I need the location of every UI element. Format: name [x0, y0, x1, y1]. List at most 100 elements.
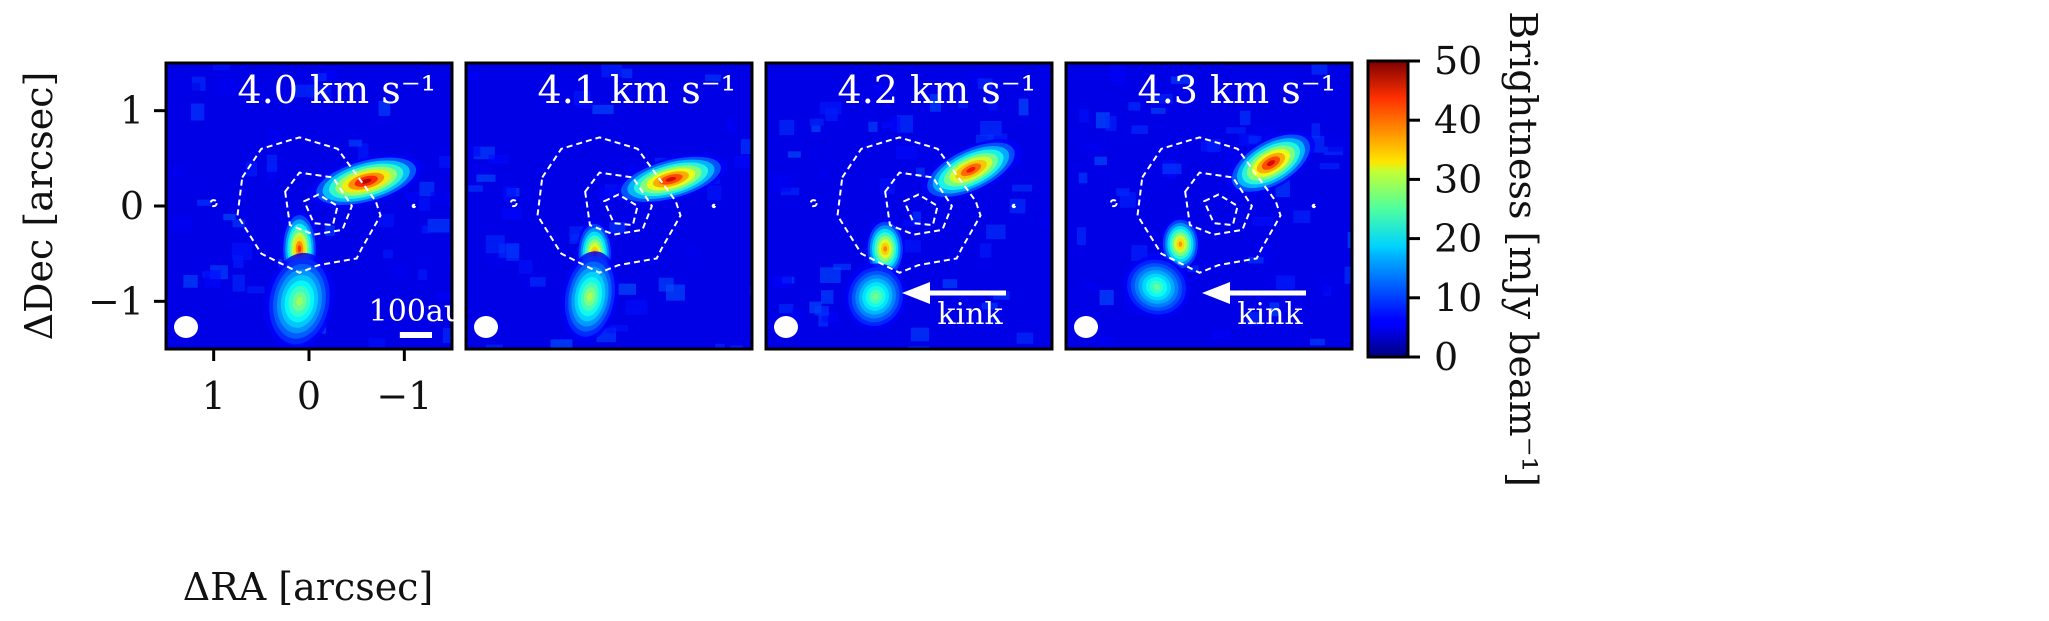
continuum-contours	[209, 136, 417, 274]
panel-title: 4.3 km s⁻¹	[1138, 68, 1336, 112]
noise-speckle	[1018, 98, 1029, 116]
noise-speckle	[247, 286, 265, 294]
noise-speckle	[1344, 266, 1352, 284]
noise-speckle	[993, 291, 1010, 300]
channel-panel: 4.0 km s⁻¹ 100au	[164, 61, 463, 351]
noise-speckle	[833, 263, 851, 271]
noise-speckle	[819, 267, 841, 283]
noise-speckle	[231, 300, 243, 307]
y-tick-label: −1	[88, 279, 144, 323]
noise-speckle	[740, 139, 752, 155]
noise-speckle	[391, 265, 404, 279]
noise-speckle	[1094, 156, 1107, 166]
panel-title: 4.1 km s⁻¹	[538, 68, 736, 112]
noise-speckle	[910, 327, 930, 342]
contour-middle	[1184, 171, 1254, 236]
noise-speckle	[468, 72, 480, 81]
noise-speckle	[189, 82, 201, 93]
noise-speckle	[811, 125, 821, 132]
noise-speckle	[1084, 282, 1102, 291]
noise-speckle	[378, 213, 394, 228]
noise-speckle	[658, 277, 674, 292]
noise-speckle	[705, 74, 721, 82]
noise-speckle	[814, 306, 829, 316]
noise-speckle	[653, 86, 663, 93]
noise-speckle	[929, 94, 941, 112]
contour-outer	[1136, 136, 1282, 274]
noise-speckle	[980, 120, 1002, 136]
noise-speckle	[521, 186, 534, 203]
noise-speckle	[498, 243, 520, 258]
noise-speckle	[868, 121, 878, 132]
noise-speckle	[605, 326, 616, 334]
noise-speckle	[430, 191, 451, 203]
contour-speck	[711, 203, 717, 209]
noise-speckle	[213, 63, 230, 71]
contour-inner	[902, 193, 939, 227]
x-tick-label: 0	[297, 374, 321, 418]
kink-label: kink	[937, 297, 1003, 332]
noise-speckle	[889, 116, 901, 132]
noise-speckle	[625, 299, 648, 315]
noise-speckle	[1211, 330, 1231, 340]
emission-blob	[1226, 130, 1315, 196]
noise-speckle	[715, 343, 725, 349]
contour-inner	[602, 193, 639, 227]
noise-speckle	[237, 177, 253, 188]
noise-speckle	[168, 165, 185, 178]
noise-speckle	[916, 147, 936, 164]
noise-speckle	[730, 345, 744, 349]
kink-arrow-head	[1202, 282, 1230, 304]
contour-middle	[884, 171, 954, 236]
channel-panel: 4.1 km s⁻¹	[464, 61, 754, 351]
noise-speckle	[609, 222, 626, 234]
noise-speckle	[1319, 163, 1340, 170]
noise-speckle	[223, 213, 236, 221]
contour-outer	[836, 136, 982, 274]
noise-speckle	[1119, 192, 1136, 208]
noise-speckle	[442, 328, 452, 344]
noise-speckle	[618, 283, 637, 295]
noise-speckle	[771, 173, 792, 192]
noise-speckle	[726, 119, 736, 132]
noise-speckle	[307, 77, 320, 90]
noise-speckle	[626, 163, 637, 171]
noise-speckle	[1201, 140, 1221, 152]
noise-speckle	[245, 161, 258, 177]
noise-speckle	[887, 347, 902, 349]
noise-speckle	[986, 224, 1006, 240]
emission-blob	[561, 251, 619, 342]
noise-speckle	[529, 277, 546, 287]
emission-blob	[844, 263, 907, 330]
noise-speckle	[1041, 216, 1052, 228]
noise-speckle	[324, 69, 338, 81]
y-axis-label: ΔDec [arcsec]	[17, 72, 61, 341]
noise-speckle	[267, 128, 280, 145]
noise-speckle	[1319, 276, 1330, 293]
contour-speck	[1011, 203, 1017, 209]
noise-speckle	[439, 155, 452, 168]
noise-speckle	[575, 101, 593, 109]
colorbar-tick-label: 50	[1434, 39, 1482, 83]
colorbar-tick-label: 10	[1434, 276, 1482, 320]
emission-blob	[865, 218, 905, 280]
colorbar-label: Brightness [mJy beam⁻¹]	[1501, 11, 1545, 487]
colorbar-tick-label: 40	[1434, 98, 1482, 142]
y-tick-label: 1	[120, 89, 144, 133]
noise-speckle	[902, 219, 919, 227]
contour-speck	[209, 199, 218, 208]
noise-speckle	[519, 259, 533, 274]
noise-speckle	[421, 225, 431, 234]
noise-speckle	[686, 247, 702, 258]
noise-speckle	[1097, 336, 1114, 347]
noise-speckle	[368, 338, 386, 349]
noise-speckle	[792, 308, 803, 321]
noise-speckle	[487, 254, 506, 266]
noise-speckle	[1016, 332, 1034, 344]
noise-speckle	[942, 279, 958, 289]
noise-speckle	[821, 290, 834, 304]
noise-speckle	[418, 197, 431, 211]
noise-speckle	[808, 151, 819, 160]
noise-speckle	[291, 84, 314, 98]
